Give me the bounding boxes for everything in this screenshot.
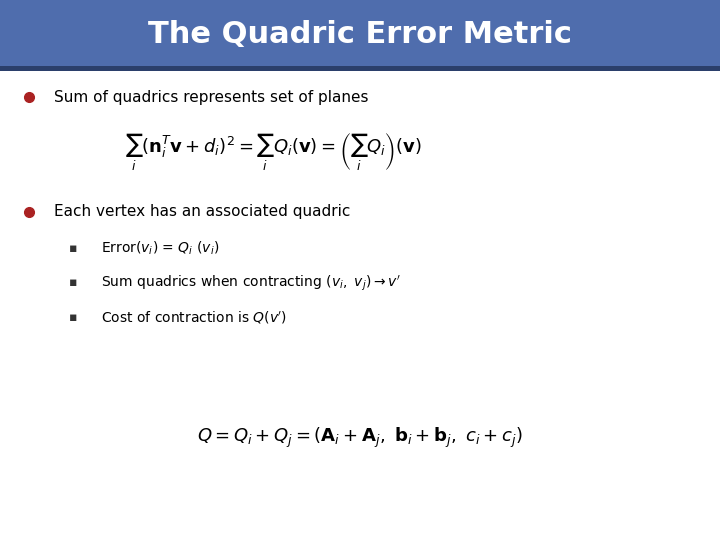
Text: Sum of quadrics represents set of planes: Sum of quadrics represents set of planes — [54, 90, 369, 105]
FancyBboxPatch shape — [0, 0, 720, 68]
Text: Sum quadrics when contracting $(v_i,\ v_j) \rightarrow v'$: Sum quadrics when contracting $(v_i,\ v_… — [101, 273, 401, 293]
FancyBboxPatch shape — [0, 66, 720, 71]
Text: Each vertex has an associated quadric: Each vertex has an associated quadric — [54, 204, 351, 219]
Text: The Quadric Error Metric: The Quadric Error Metric — [148, 19, 572, 49]
Text: Error($v_i$) = $Q_i$ ($v_i$): Error($v_i$) = $Q_i$ ($v_i$) — [101, 240, 219, 257]
Text: ▪: ▪ — [68, 276, 77, 289]
Text: ▪: ▪ — [68, 311, 77, 324]
Text: $Q = Q_i + Q_j = (\mathbf{A}_i + \mathbf{A}_j,\ \mathbf{b}_i + \mathbf{b}_j,\ c_: $Q = Q_i + Q_j = (\mathbf{A}_i + \mathbf… — [197, 426, 523, 449]
Text: $\sum_{i}(\mathbf{n}_i^T\mathbf{v}+d_i)^2 = \sum_{i}Q_i(\mathbf{v}) = \left(\sum: $\sum_{i}(\mathbf{n}_i^T\mathbf{v}+d_i)^… — [125, 132, 422, 173]
Text: ▪: ▪ — [68, 242, 77, 255]
Text: Cost of contraction is $Q(v')$: Cost of contraction is $Q(v')$ — [101, 309, 287, 326]
